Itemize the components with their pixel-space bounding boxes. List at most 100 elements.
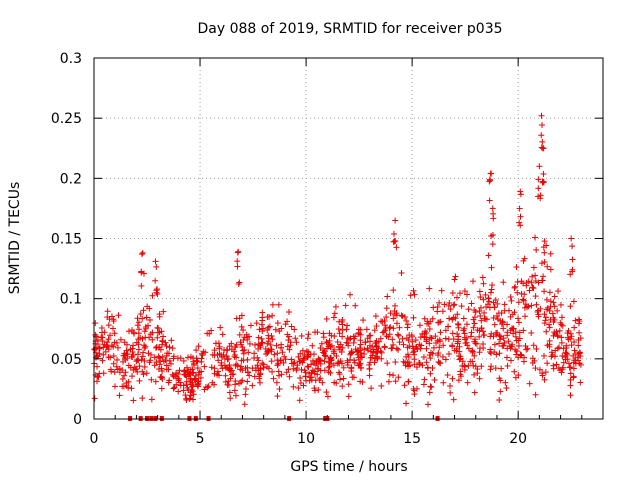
data-point — [227, 375, 234, 382]
data-point — [155, 366, 162, 373]
data-point — [480, 341, 487, 348]
data-point — [364, 347, 371, 354]
data-point — [364, 335, 371, 342]
data-point — [439, 353, 446, 360]
data-point — [354, 348, 361, 355]
data-point — [286, 333, 293, 340]
peak-point — [489, 241, 496, 248]
data-point — [504, 321, 511, 328]
data-point — [110, 318, 117, 325]
data-point — [343, 339, 350, 346]
data-point — [285, 309, 292, 316]
data-point — [110, 360, 117, 367]
data-point — [327, 343, 334, 350]
data-point — [180, 387, 187, 394]
data-point — [395, 332, 402, 339]
data-point — [162, 339, 169, 346]
x-tick-label: 20 — [509, 431, 527, 447]
data-point — [330, 314, 337, 321]
data-point — [264, 340, 271, 347]
data-point — [159, 375, 166, 382]
data-point — [228, 346, 235, 353]
data-point — [427, 383, 434, 390]
data-point — [511, 368, 518, 375]
data-point — [146, 316, 153, 323]
data-point — [530, 342, 537, 349]
data-point — [105, 322, 112, 329]
data-point — [243, 331, 250, 338]
data-point — [194, 358, 201, 365]
peak-point — [540, 171, 547, 178]
data-point — [277, 357, 284, 364]
data-point — [288, 360, 295, 367]
data-point — [538, 260, 545, 267]
data-point — [427, 355, 434, 362]
data-point — [468, 300, 475, 307]
data-point — [555, 288, 562, 295]
peak-point — [538, 132, 545, 139]
data-point — [546, 289, 553, 296]
data-point — [476, 288, 483, 295]
data-point — [290, 383, 297, 390]
data-point — [183, 396, 190, 403]
data-point — [411, 361, 418, 368]
data-point — [100, 351, 107, 358]
data-point — [572, 360, 579, 367]
data-point — [327, 369, 334, 376]
data-point — [493, 331, 500, 338]
data-point — [154, 334, 161, 341]
data-point — [528, 329, 535, 336]
data-point — [238, 363, 245, 370]
data-point — [315, 386, 322, 393]
data-point — [195, 378, 202, 385]
data-point — [449, 342, 456, 349]
data-point — [142, 343, 149, 350]
data-point — [501, 307, 508, 314]
data-point — [532, 293, 539, 300]
data-point — [345, 381, 352, 388]
data-point — [546, 321, 553, 328]
data-point — [167, 360, 174, 367]
data-point — [553, 328, 560, 335]
data-point — [93, 352, 100, 359]
data-point — [242, 391, 249, 398]
data-point — [217, 324, 224, 331]
data-point — [401, 382, 408, 389]
data-point — [152, 344, 159, 351]
data-point — [257, 379, 264, 386]
data-point — [513, 264, 520, 271]
data-point — [301, 367, 308, 374]
data-point — [318, 340, 325, 347]
data-point — [135, 330, 142, 337]
data-point — [323, 339, 330, 346]
peak-point — [152, 258, 159, 265]
data-point — [116, 392, 123, 399]
data-point — [435, 350, 442, 357]
peak-point — [153, 263, 160, 270]
data-point — [143, 370, 150, 377]
data-point — [498, 365, 505, 372]
data-point — [485, 295, 492, 302]
data-point — [296, 358, 303, 365]
data-point — [244, 378, 251, 385]
data-point — [467, 333, 474, 340]
data-point — [311, 387, 318, 394]
data-point — [461, 288, 468, 295]
data-point — [158, 365, 165, 372]
peak-point — [539, 138, 546, 145]
data-point — [541, 249, 548, 256]
data-point — [127, 364, 134, 371]
data-point — [122, 369, 129, 376]
peak-point — [486, 197, 493, 204]
data-point — [383, 305, 390, 312]
data-point — [269, 336, 276, 343]
data-point — [212, 340, 219, 347]
data-point — [344, 335, 351, 342]
data-point — [297, 375, 304, 382]
axis-ticks — [93, 57, 603, 420]
data-point — [496, 340, 503, 347]
data-point — [366, 366, 373, 373]
data-point — [328, 342, 335, 349]
data-point — [114, 356, 121, 363]
data-point — [394, 320, 401, 327]
